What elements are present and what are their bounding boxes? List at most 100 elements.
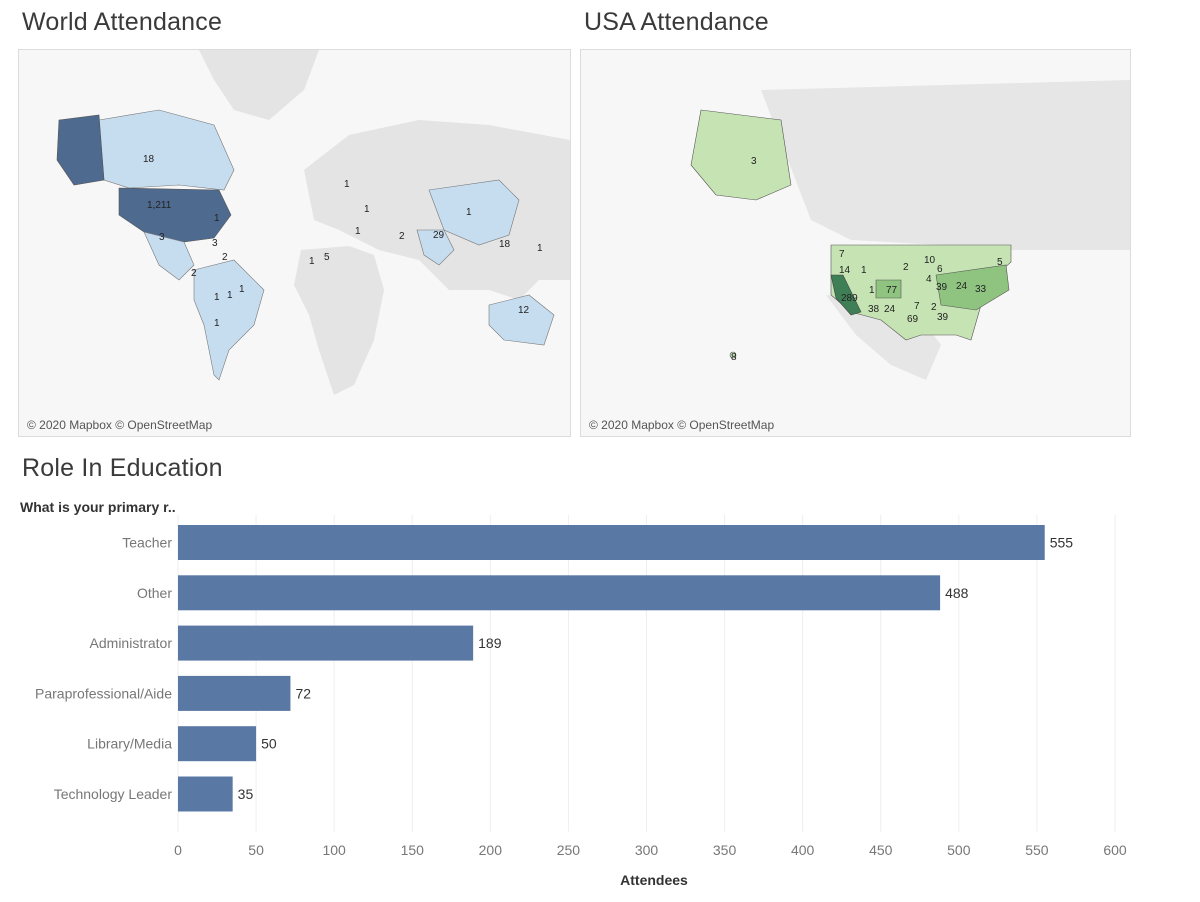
world-map[interactable]: 18 1,211 3 1 3 2 2 1 1 1 1 1 1 1 2 29 1 5 1 18 1 12 © 2020 Ma…: [18, 49, 571, 437]
world-map-label: 1: [227, 290, 233, 301]
india-region: [416, 229, 455, 266]
alaska-state: [690, 109, 792, 201]
role-bar-chart: 0 50 100 150 200 250 300 350 400 450 500 550 600 Teac…: [35, 515, 1127, 888]
eastern-states: [935, 264, 1010, 311]
usa-map-label: 2: [931, 302, 937, 313]
world-map-label: 1: [214, 292, 220, 303]
x-tick-label: 450: [869, 842, 893, 858]
role-in-education-title: Role In Education: [22, 454, 223, 482]
world-map-label: 1: [214, 318, 220, 329]
x-tick-label: 600: [1103, 842, 1127, 858]
usa-map-label: 77: [886, 285, 898, 296]
colorado-state: [875, 279, 902, 299]
usa-map-label: 7: [839, 249, 845, 260]
world-map-label: 18: [143, 154, 155, 165]
hawaii-state: [729, 351, 737, 359]
world-map-label: 1: [309, 256, 315, 267]
usa-map-label: 24: [956, 281, 968, 292]
category-label: Other: [137, 585, 172, 601]
usa-map[interactable]: 3 7 14 1 289 1 77 38 24 69 10 2 6 4 7 2 39 24 33 39 5 8 © 202…: [580, 49, 1131, 437]
world-map-label: 1: [537, 243, 543, 254]
x-tick-label: 250: [557, 842, 581, 858]
world-map-label: 2: [222, 252, 228, 263]
world-map-label: 1,211: [147, 200, 172, 211]
x-tick-label: 150: [401, 842, 425, 858]
category-label: Paraprofessional/Aide: [35, 685, 172, 701]
category-label: Library/Media: [87, 736, 172, 752]
world-map-label: 12: [518, 305, 530, 316]
usa-map-credit: © 2020 Mapbox © OpenStreetMap: [589, 418, 775, 432]
x-tick-label: 100: [322, 842, 346, 858]
usa-attendance-title: USA Attendance: [584, 8, 769, 36]
bar-administrator[interactable]: [178, 625, 474, 661]
x-tick-label: 350: [713, 842, 737, 858]
value-label: 488: [945, 585, 969, 601]
usa-map-label: 8: [731, 352, 737, 363]
south-america-region: [193, 259, 265, 381]
world-map-label: 1: [344, 179, 350, 190]
usa-map-label: 5: [997, 257, 1003, 268]
world-map-label: 5: [324, 252, 330, 263]
california-state: [830, 274, 862, 316]
world-map-label: 29: [433, 230, 445, 241]
usa-map-label: 39: [936, 282, 948, 293]
world-map-label: 3: [212, 238, 218, 249]
field-header: What is your primary r..: [20, 499, 176, 515]
usa-map-label: 3: [751, 156, 757, 167]
x-tick-label: 550: [1025, 842, 1049, 858]
bar-teacher[interactable]: [178, 525, 1045, 560]
mexico-region: [143, 231, 195, 281]
world-map-credit: © 2020 Mapbox © OpenStreetMap: [27, 418, 213, 432]
usa-map-label: 2: [903, 262, 909, 273]
world-map-label: 2: [399, 231, 405, 242]
usa-map-label: 14: [839, 265, 851, 276]
world-map-label: 1: [239, 284, 245, 295]
value-label: 189: [478, 635, 502, 651]
usa-map-label: 4: [926, 274, 932, 285]
alaska-region: [56, 114, 105, 186]
bar-technology-leader[interactable]: [178, 776, 233, 812]
category-label: Administrator: [90, 635, 173, 651]
canada-region: [98, 109, 235, 191]
category-label: Technology Leader: [54, 786, 173, 802]
canada-shape: [761, 80, 1130, 250]
usa-map-label: 38: [868, 304, 880, 315]
value-label: 35: [238, 786, 254, 802]
x-tick-label: 300: [635, 842, 659, 858]
usa-map-label: 7: [914, 301, 920, 312]
world-map-label: 3: [159, 232, 165, 243]
world-map-label: 1: [214, 213, 220, 224]
x-tick-label: 50: [248, 842, 264, 858]
world-map-label: 1: [466, 207, 472, 218]
bar-library-media[interactable]: [178, 726, 257, 762]
x-tick-label: 0: [174, 842, 182, 858]
world-map-label: 18: [499, 239, 511, 250]
usa-map-label: 33: [975, 284, 987, 295]
usa-map-label: 39: [937, 312, 949, 323]
bar-paraprofessional-aide[interactable]: [178, 675, 291, 711]
x-tick-label: 200: [479, 842, 503, 858]
usa-map-label: 10: [924, 255, 936, 266]
bar-other[interactable]: [178, 575, 941, 611]
category-label: Teacher: [122, 535, 172, 551]
usa-map-label: 289: [841, 293, 858, 304]
usa-map-label: 69: [907, 314, 919, 325]
world-map-label: 1: [355, 226, 361, 237]
x-tick-label: 500: [947, 842, 971, 858]
usa-map-label: 6: [937, 264, 943, 275]
australia-region: [488, 294, 555, 346]
world-attendance-title: World Attendance: [22, 8, 223, 36]
value-label: 555: [1050, 535, 1074, 551]
world-map-label: 1: [364, 204, 370, 215]
usa-region: [118, 187, 232, 243]
value-label: 50: [261, 736, 277, 752]
usa-map-label: 24: [884, 304, 896, 315]
world-map-label: 2: [191, 268, 197, 279]
x-tick-label: 400: [791, 842, 815, 858]
usa-map-label: 1: [861, 265, 867, 276]
x-axis-title: Attendees: [620, 872, 688, 888]
greenland-shape: [199, 50, 319, 120]
usa-map-label: 1: [869, 285, 875, 296]
